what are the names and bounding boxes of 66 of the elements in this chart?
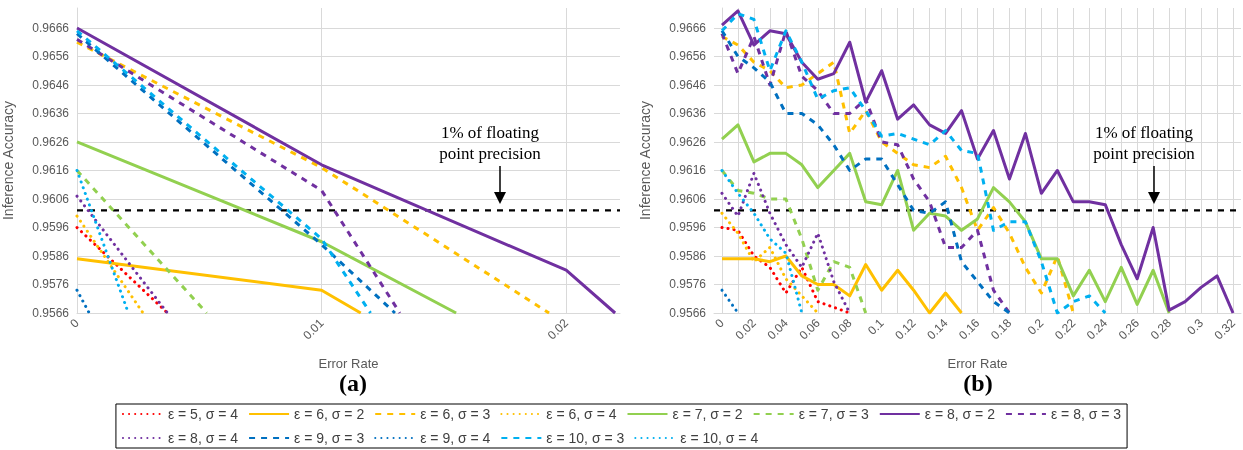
x-tick-label: 0.02 bbox=[544, 315, 572, 343]
text: (b) bbox=[963, 370, 993, 396]
legend-label: ε = 8, σ = 3 bbox=[1050, 406, 1122, 422]
y-tick-label: 0.9586 bbox=[669, 248, 707, 263]
annotation: 1% of floating point precision bbox=[1092, 122, 1196, 164]
y-tick-label: 0.9586 bbox=[32, 248, 70, 263]
x-axis-title: Error Rate bbox=[318, 356, 379, 371]
y-axis-title: Inference Accuracy bbox=[0, 100, 16, 221]
x-tick-label: 0.16 bbox=[956, 315, 983, 343]
legend-label: ε = 10, σ = 3 bbox=[546, 430, 625, 446]
y-tick-label: 0.9576 bbox=[669, 277, 707, 292]
x-tick-label: 0.28 bbox=[1147, 315, 1175, 343]
y-tick-label: 0.9576 bbox=[32, 277, 70, 292]
line-series bbox=[720, 168, 804, 315]
y-tick-label: 0.9646 bbox=[32, 77, 70, 92]
legend-label: ε = 7, σ = 3 bbox=[798, 406, 869, 422]
x-tick-label: 0.32 bbox=[1211, 315, 1239, 343]
legend-label: ε = 6, σ = 3 bbox=[420, 406, 491, 422]
legend-label: ε = 10, σ = 4 bbox=[680, 430, 759, 446]
y-tick-label: 0.9566 bbox=[669, 306, 707, 320]
x-tick-label: 0.22 bbox=[1051, 315, 1079, 343]
x-tick-label: 0.01 bbox=[300, 315, 327, 343]
y-tick-label: 0.9666 bbox=[32, 20, 70, 35]
legend-label: ε = 8, σ = 4 bbox=[167, 430, 239, 446]
x-tick-label: 0 bbox=[67, 315, 83, 331]
line-series bbox=[75, 26, 617, 315]
legend-label: ε = 5, σ = 4 bbox=[167, 406, 239, 422]
x-tick-label: 0.08 bbox=[828, 315, 855, 343]
legend-label: ε = 6, σ = 2 bbox=[294, 406, 365, 422]
x-tick-label: 0.12 bbox=[892, 315, 919, 343]
y-tick-label: 0.9626 bbox=[32, 134, 70, 149]
x-tick-label: 0.26 bbox=[1115, 315, 1143, 343]
x-tick-label: 0.04 bbox=[764, 315, 792, 343]
y-tick-label: 0.9616 bbox=[32, 163, 70, 178]
y-tick-label: 0.9596 bbox=[669, 220, 707, 235]
legend-label: ε = 9, σ = 3 bbox=[294, 430, 365, 446]
line-series bbox=[720, 9, 1235, 315]
y-tick-label: 0.9636 bbox=[32, 106, 70, 121]
y-tick-label: 0.9636 bbox=[669, 106, 707, 121]
x-axis-title: Error Rate bbox=[947, 356, 1008, 371]
legend-label: ε = 7, σ = 2 bbox=[672, 406, 743, 422]
y-axis-title: Inference Accuracy bbox=[637, 100, 653, 221]
y-tick-label: 0.9656 bbox=[32, 49, 70, 64]
x-tick-label: 0.1 bbox=[864, 315, 887, 338]
x-tick-label: 0.3 bbox=[1184, 315, 1207, 338]
y-tick-label: 0.9646 bbox=[669, 77, 707, 92]
y-tick-label: 0.9606 bbox=[669, 191, 707, 206]
y-tick-label: 0.9626 bbox=[669, 134, 707, 149]
x-tick-label: 0.18 bbox=[987, 315, 1015, 343]
y-tick-label: 0.9616 bbox=[669, 163, 707, 178]
legend-label: ε = 8, σ = 2 bbox=[924, 406, 996, 422]
y-tick-label: 0.9596 bbox=[32, 220, 70, 235]
x-tick-label: 0.06 bbox=[796, 315, 823, 343]
x-tick-label: 0.2 bbox=[1024, 315, 1047, 338]
text: (a) bbox=[339, 370, 367, 396]
y-tick-label: 0.9656 bbox=[669, 49, 707, 64]
x-tick-label: 0.14 bbox=[924, 315, 951, 343]
y-tick-label: 0.9606 bbox=[32, 191, 70, 206]
x-tick-label: 0 bbox=[712, 315, 728, 331]
legend-label: ε = 6, σ = 4 bbox=[546, 406, 617, 422]
x-tick-label: 0.02 bbox=[732, 315, 760, 343]
annotation: 1% of floating point precision bbox=[438, 122, 542, 164]
legend-label: ε = 9, σ = 4 bbox=[420, 430, 491, 446]
y-tick-label: 0.9566 bbox=[32, 306, 70, 320]
x-tick-label: 0.24 bbox=[1083, 315, 1111, 343]
y-tick-label: 0.9666 bbox=[669, 20, 707, 35]
